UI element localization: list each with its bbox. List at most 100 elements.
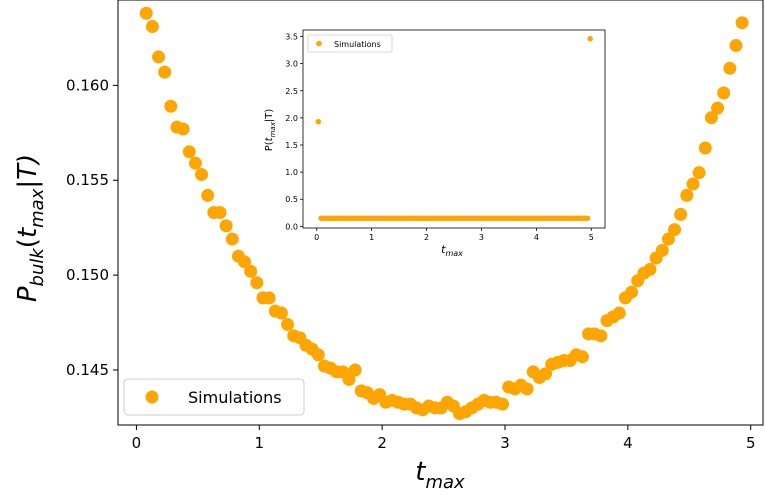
inset-x-label-base: t <box>441 243 446 256</box>
main-y-label-t: t <box>13 227 43 238</box>
inset-data-points <box>315 35 593 222</box>
main-data-point <box>723 61 737 75</box>
inset-y-tick-label: 1.5 <box>285 141 298 150</box>
main-data-point <box>164 99 178 113</box>
inset-y-tick-label: 3.5 <box>285 33 298 42</box>
main-y-ticks: 0.145 0.150 0.155 0.160 <box>66 76 118 379</box>
main-data-point <box>158 65 172 79</box>
main-data-point <box>244 264 258 278</box>
inset-x-tick-label: 3 <box>479 233 484 242</box>
main-data-point <box>250 276 264 290</box>
main-data-point <box>668 223 682 237</box>
main-y-tick-label: 0.160 <box>66 76 109 94</box>
inset-x-tick-label: 5 <box>589 233 594 242</box>
main-x-tick-label: 0 <box>132 434 142 452</box>
inset-x-label-sub: max <box>445 249 463 258</box>
main-data-point <box>674 207 688 221</box>
main-data-point <box>182 145 196 159</box>
main-data-point <box>729 39 743 53</box>
main-data-point <box>139 6 153 20</box>
main-data-point <box>575 350 589 364</box>
inset-x-tick-label: 0 <box>314 233 319 242</box>
main-legend-box <box>123 378 305 416</box>
main-data-point <box>342 372 356 386</box>
main-y-tick-label: 0.145 <box>66 361 109 379</box>
inset-x-ticks: 0 1 2 3 4 5 <box>314 228 594 242</box>
main-data-point <box>188 156 202 170</box>
inset-data-point <box>584 215 591 222</box>
main-data-point <box>176 122 190 136</box>
inset-y-axis-label: P(tmax|T) <box>264 109 277 152</box>
main-y-label-p: P <box>13 286 43 302</box>
main-y-label-t-sub: max <box>27 188 48 228</box>
main-data-point <box>274 306 288 320</box>
main-x-label-base: t <box>415 457 426 487</box>
main-y-tick-label: 0.150 <box>66 266 109 284</box>
inset-y-label-bar: |T) <box>264 109 275 122</box>
inset-y-tick-label: 0.5 <box>285 195 298 204</box>
inset-y-label-t-sub: max <box>269 121 277 137</box>
main-legend: Simulations <box>123 378 305 416</box>
inset-legend-label: Simulations <box>334 40 381 49</box>
inset-y-tick-label: 0.0 <box>285 222 298 231</box>
main-data-point <box>238 255 252 269</box>
inset-legend-marker <box>316 40 322 47</box>
main-legend-label: Simulations <box>188 388 282 407</box>
main-data-point <box>625 285 639 299</box>
main-x-tick-label: 5 <box>746 434 756 452</box>
main-data-point <box>686 177 700 191</box>
inset-y-label-p: P( <box>264 141 275 151</box>
main-data-point <box>655 243 669 257</box>
main-y-axis-label: Pbulk(tmax|T) <box>13 154 48 302</box>
main-y-label-p-sub: bulk <box>27 247 48 287</box>
main-y-tick-label: 0.155 <box>66 171 109 189</box>
main-x-tick-label: 1 <box>255 434 265 452</box>
main-data-point <box>704 111 718 125</box>
main-data-point <box>717 86 731 100</box>
main-data-point <box>539 367 553 381</box>
main-legend-marker <box>145 390 159 404</box>
inset-axes: 0 1 2 3 4 5 0.0 0.5 1.0 1.5 2.0 2.5 3.0 3.5 Simulati… <box>264 29 606 258</box>
main-data-point <box>692 166 706 180</box>
main-data-point <box>145 20 159 34</box>
inset-plot-frame <box>302 29 606 229</box>
inset-y-ticks: 0.0 0.5 1.0 1.5 2.0 2.5 3.0 3.5 <box>285 33 303 231</box>
inset-legend-box <box>307 34 393 53</box>
inset-y-tick-label: 3.0 <box>285 60 298 69</box>
main-data-point <box>711 101 725 115</box>
main-data-point <box>201 188 215 202</box>
main-data-point <box>496 397 510 411</box>
main-data-point <box>195 168 209 182</box>
inset-x-axis-label: tmax <box>441 243 463 258</box>
main-data-point <box>661 232 675 246</box>
inset-outlier-point <box>315 118 322 125</box>
main-data-point <box>213 206 227 219</box>
main-y-label-open: ( <box>13 238 43 248</box>
main-x-tick-label: 3 <box>500 434 510 452</box>
main-data-point <box>698 141 712 155</box>
main-x-tick-label: 2 <box>377 434 387 452</box>
main-data-points <box>139 6 749 421</box>
main-data-point <box>348 363 362 377</box>
main-data-point <box>612 306 626 320</box>
inset-y-label-t: t <box>264 136 275 141</box>
inset-x-tick-label: 2 <box>424 233 429 242</box>
inset-y-tick-label: 1.0 <box>285 168 298 177</box>
main-y-label-bar: |T) <box>13 154 43 189</box>
main-x-axis-label: tmax <box>415 457 465 493</box>
inset-outlier-point <box>587 35 593 42</box>
main-data-point <box>281 317 295 331</box>
main-plot-frame <box>117 0 764 426</box>
main-data-point <box>152 50 166 64</box>
main-x-ticks: 0 1 2 3 4 5 <box>132 425 756 452</box>
inset-legend: Simulations <box>307 34 393 53</box>
main-x-label-sub: max <box>425 472 465 493</box>
main-data-point <box>643 262 657 276</box>
main-data-point <box>262 291 276 305</box>
inset-x-tick-label: 1 <box>369 233 374 242</box>
main-data-point <box>680 188 694 202</box>
main-data-point <box>735 16 749 30</box>
main-x-tick-label: 4 <box>623 434 633 452</box>
